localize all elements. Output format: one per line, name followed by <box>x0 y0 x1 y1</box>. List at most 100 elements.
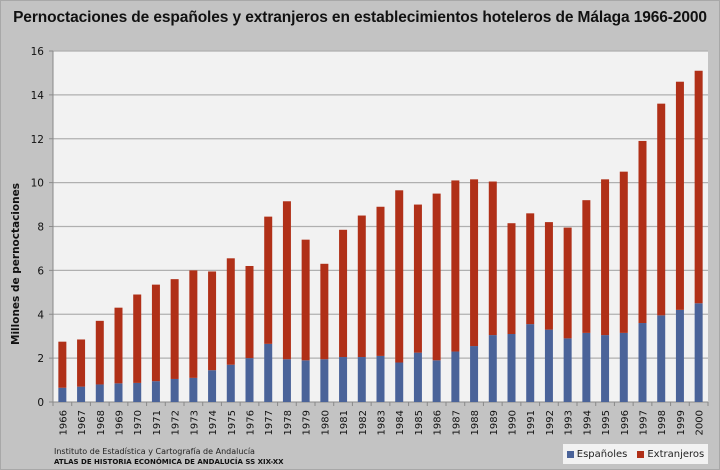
bar-espanoles <box>320 359 329 402</box>
bar-espanoles <box>376 355 385 402</box>
x-tick-label: 2000 <box>695 410 706 435</box>
legend-swatch-espanoles <box>566 450 574 458</box>
x-tick-label: 1986 <box>433 410 444 435</box>
bar-extranjeros <box>339 229 348 358</box>
x-tick-label: 1991 <box>526 410 537 435</box>
x-tick-label: 1977 <box>264 410 275 435</box>
bar-extranjeros <box>582 200 591 333</box>
x-tick-label: 1989 <box>489 410 500 435</box>
y-tick-label: 12 <box>31 134 44 146</box>
bar-espanoles <box>114 383 123 402</box>
bar-extranjeros <box>675 81 684 310</box>
bar-extranjeros <box>133 294 142 383</box>
bar-extranjeros <box>245 265 254 359</box>
bar-extranjeros <box>301 239 310 361</box>
bar-espanoles <box>413 352 422 402</box>
x-tick-label: 1987 <box>451 410 462 435</box>
x-tick-label: 1983 <box>377 410 388 435</box>
bar-extranjeros <box>151 284 160 382</box>
x-tick-label: 1970 <box>133 410 144 435</box>
bar-espanoles <box>432 360 441 402</box>
bar-espanoles <box>470 346 479 402</box>
y-tick-label: 0 <box>37 397 44 409</box>
x-tick-label: 1997 <box>639 410 650 435</box>
bar-espanoles <box>226 364 235 402</box>
bar-espanoles <box>77 386 86 402</box>
x-tick-label: 1974 <box>208 410 219 435</box>
x-tick-label: 1967 <box>77 410 88 435</box>
bar-extranjeros <box>264 216 273 344</box>
bar-espanoles <box>582 332 591 402</box>
bar-espanoles <box>339 357 348 402</box>
bar-extranjeros <box>563 227 572 339</box>
x-tick-label: 1973 <box>189 410 200 435</box>
bar-espanoles <box>675 309 684 402</box>
bar-extranjeros <box>413 204 422 353</box>
bar-extranjeros <box>114 307 123 384</box>
x-tick-label: 1988 <box>470 410 481 435</box>
legend-label-espanoles: Españoles <box>576 448 628 460</box>
x-tick-label: 1992 <box>545 410 556 435</box>
bar-espanoles <box>301 360 310 402</box>
bar-espanoles <box>638 323 647 402</box>
y-tick-label: 4 <box>37 309 44 321</box>
bar-espanoles <box>507 333 516 402</box>
bar-extranjeros <box>544 222 553 330</box>
source-institution: Instituto de Estadística y Cartografía d… <box>54 447 255 456</box>
legend: Españoles Extranjeros <box>563 444 708 464</box>
bar-extranjeros <box>282 201 291 360</box>
bar-extranjeros <box>395 190 404 363</box>
bar-extranjeros <box>170 279 179 379</box>
bar-extranjeros <box>507 223 516 334</box>
bar-espanoles <box>245 358 254 402</box>
x-tick-label: 1990 <box>508 410 519 435</box>
y-tick-label: 16 <box>31 46 45 58</box>
x-tick-label: 1976 <box>246 410 257 435</box>
x-tick-label: 1999 <box>676 410 687 435</box>
x-tick-label: 1996 <box>620 410 631 435</box>
bar-espanoles <box>563 338 572 402</box>
bar-espanoles <box>395 362 404 402</box>
bar-espanoles <box>133 382 142 402</box>
bar-extranjeros <box>58 341 67 388</box>
x-tick-label: 1995 <box>601 410 612 435</box>
x-tick-label: 1969 <box>115 410 126 435</box>
bar-espanoles <box>657 315 666 402</box>
bar-extranjeros <box>320 263 329 360</box>
y-tick-label: 8 <box>37 222 44 234</box>
bar-extranjeros <box>226 258 235 365</box>
bar-extranjeros <box>638 140 647 324</box>
bar-espanoles <box>189 377 198 402</box>
bar-extranjeros <box>619 171 628 333</box>
x-tick-label: 1982 <box>358 410 369 435</box>
legend-swatch-extranjeros <box>637 450 645 458</box>
bar-extranjeros <box>357 215 366 358</box>
bar-extranjeros <box>77 339 86 387</box>
source-atlas: ATLAS DE HISTORIA ECONÓMICA DE ANDALUCÍA… <box>54 458 284 466</box>
bar-extranjeros <box>470 179 479 347</box>
bar-espanoles <box>694 303 703 402</box>
bar-espanoles <box>357 357 366 402</box>
bar-espanoles <box>151 381 160 402</box>
bar-espanoles <box>544 329 553 402</box>
bar-espanoles <box>601 335 610 402</box>
bar-espanoles <box>95 384 104 402</box>
x-tick-label: 1993 <box>564 410 575 435</box>
bar-extranjeros <box>657 103 666 316</box>
bar-extranjeros <box>694 70 703 304</box>
x-tick-label: 1981 <box>339 410 350 435</box>
bar-extranjeros <box>526 213 535 325</box>
bar-extranjeros <box>189 270 198 378</box>
bar-espanoles <box>451 351 460 402</box>
x-tick-label: 1980 <box>320 410 331 435</box>
bar-espanoles <box>208 370 217 402</box>
bar-espanoles <box>488 335 497 402</box>
bar-extranjeros <box>488 181 497 336</box>
legend-label-extranjeros: Extranjeros <box>647 448 705 460</box>
y-tick-label: 6 <box>37 265 44 277</box>
bar-espanoles <box>526 324 535 402</box>
x-tick-label: 1994 <box>582 410 593 435</box>
y-tick-label: 14 <box>31 90 45 102</box>
x-tick-label: 1985 <box>414 410 425 435</box>
x-tick-label: 1978 <box>283 410 294 435</box>
